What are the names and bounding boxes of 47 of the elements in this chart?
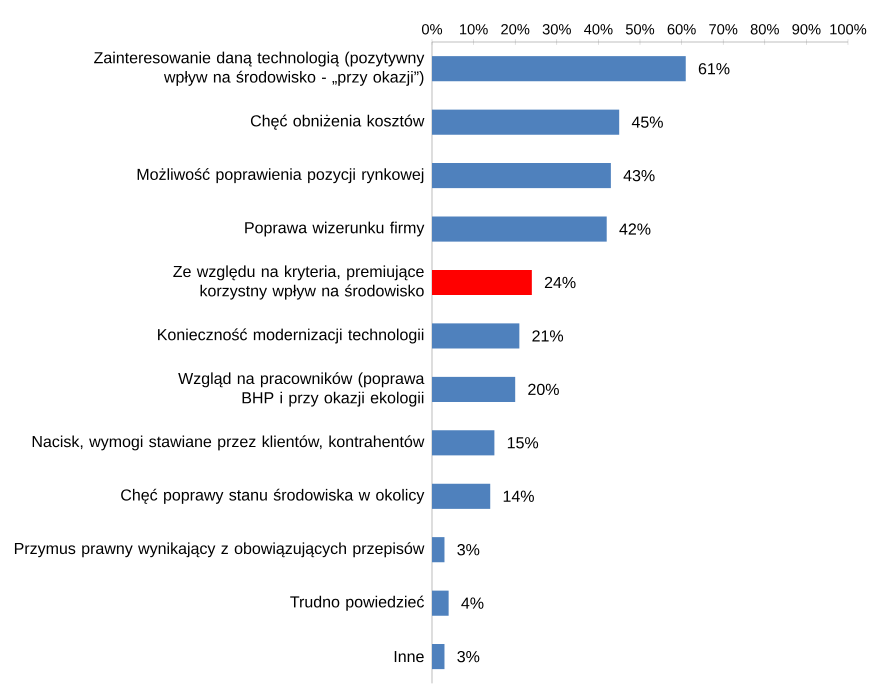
y-tick-label: Zainteresowanie daną technologią (pozytywny wpływ na środowisko - „przy okazji”): [94, 52, 424, 86]
y-tick-label: Nacisk, wymogi stawiane przez klientów, kontrahentów: [32, 435, 424, 450]
data-label: 43%: [624, 170, 655, 182]
x-tick-label: 20%: [501, 24, 530, 34]
bar: [432, 376, 516, 402]
bar: [432, 216, 607, 242]
x-tick-label: 70%: [709, 24, 738, 34]
bar: [432, 323, 520, 348]
y-tick-label: Poprawa wizerunku firmy: [245, 222, 424, 237]
bar: [432, 270, 532, 296]
x-tick-label: 100%: [830, 24, 866, 34]
data-label: 21%: [532, 330, 564, 342]
bar: [432, 110, 620, 135]
y-tick-label: Możliwość poprawienia pozycji rynkowej: [138, 168, 424, 184]
data-label: 14%: [504, 490, 534, 502]
x-tick-label: 30%: [542, 24, 571, 34]
y-tick-label: Przymus prawny wynikający z obowiązujących przepisów: [14, 542, 424, 558]
data-label: 61%: [698, 63, 730, 74]
data-label: 3%: [457, 544, 480, 556]
y-tick-label: Chęć poprawy stanu środowiska w okolicy: [121, 488, 424, 504]
x-tick-label: 40%: [584, 24, 613, 34]
y-tick-label: Konieczność modernizacji technologii: [158, 328, 424, 344]
data-label: 20%: [528, 384, 559, 396]
bar: [432, 56, 686, 82]
y-tick-label: Ze względu na kryteria, premiujące korzystny wpływ na środowisko: [173, 265, 424, 300]
y-tick-label: Chęć obniżenia kosztów: [250, 114, 424, 130]
x-tick-label: 60%: [668, 24, 696, 34]
data-label: 15%: [508, 437, 538, 448]
bar: [432, 590, 449, 616]
y-tick-label: Wzgląd na pracowników (poprawa BHP i przy okazji ekologii: [178, 372, 424, 407]
x-tick-label: 90%: [792, 24, 821, 34]
data-label: 24%: [544, 276, 576, 288]
data-label: 42%: [619, 223, 650, 235]
y-tick-label: Trudno powiedzieć: [290, 596, 424, 611]
x-tick-label: 80%: [750, 24, 779, 34]
bar: [432, 484, 490, 509]
x-tick-label: 10%: [460, 24, 488, 34]
data-label: 45%: [632, 116, 663, 128]
bar: [432, 430, 494, 456]
data-label: 4%: [461, 598, 484, 609]
x-tick-label: 0%: [422, 24, 442, 34]
data-label: 3%: [457, 650, 480, 662]
bar: [432, 644, 444, 670]
y-tick-label: Inne: [394, 651, 424, 662]
bar: [432, 163, 611, 188]
x-tick-label: 50%: [626, 24, 654, 34]
bar: [432, 537, 444, 562]
